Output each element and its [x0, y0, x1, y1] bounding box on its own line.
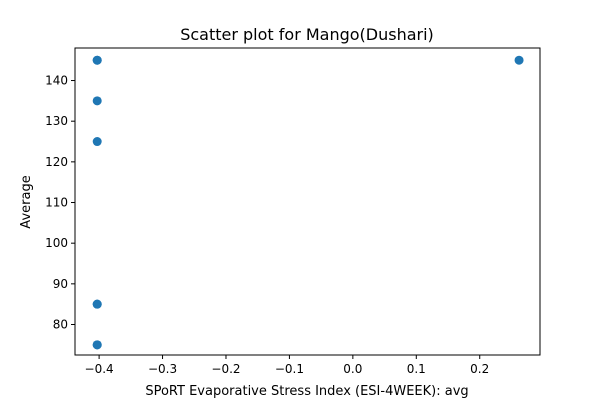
- chart-title: Scatter plot for Mango(Dushari): [180, 25, 434, 44]
- scatter-point: [92, 96, 102, 106]
- x-tick-label: −0.1: [275, 362, 304, 376]
- y-tick-label: 120: [45, 155, 68, 169]
- x-axis: −0.4 −0.3 −0.2 −0.1 0.0 0.1 0.2: [85, 355, 489, 376]
- y-axis-label: Average: [19, 175, 34, 228]
- scatter-point: [92, 340, 102, 350]
- scatter-point: [92, 55, 102, 65]
- x-tick-label: −0.4: [85, 362, 114, 376]
- x-tick-label: 0.2: [470, 362, 489, 376]
- x-tick-label: 0.1: [407, 362, 426, 376]
- y-tick-label: 130: [45, 114, 68, 128]
- y-tick-label: 90: [53, 277, 68, 291]
- scatter-point: [514, 55, 524, 65]
- x-tick-label: −0.2: [211, 362, 240, 376]
- plot-frame: [74, 47, 541, 356]
- y-tick-label: 80: [53, 318, 68, 332]
- scatter-point: [92, 299, 102, 309]
- y-tick-label: 140: [45, 74, 68, 88]
- y-tick-label: 100: [45, 236, 68, 250]
- y-axis: 80 90 100 110 120 130 140: [45, 74, 75, 332]
- x-tick-label: −0.3: [148, 362, 177, 376]
- points-layer: [92, 55, 524, 350]
- y-tick-label: 110: [45, 196, 68, 210]
- scatter-point: [92, 137, 102, 147]
- x-axis-label: SPoRT Evaporative Stress Index (ESI-4WEE…: [145, 384, 468, 399]
- x-tick-label: 0.0: [343, 362, 362, 376]
